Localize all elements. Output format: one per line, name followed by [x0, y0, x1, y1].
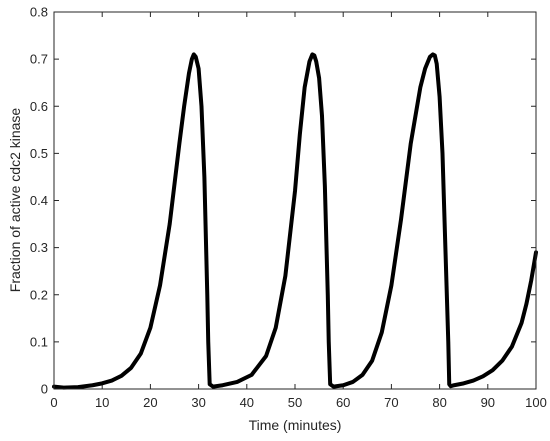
y-tick-label: 0.3 — [30, 240, 48, 255]
y-tick-label: 0.1 — [30, 334, 48, 349]
x-tick-label: 60 — [336, 395, 350, 410]
y-axis-label: Fraction of active cdc2 kinase — [7, 108, 23, 293]
y-tick-label: 0.5 — [30, 146, 48, 161]
x-tick-label: 90 — [481, 395, 495, 410]
series-group — [52, 52, 538, 390]
x-axis-label: Time (minutes) — [249, 417, 342, 433]
y-tick-label: 0.4 — [30, 193, 48, 208]
series-line — [52, 52, 538, 390]
x-tick-label: 80 — [432, 395, 446, 410]
x-tick-label: 30 — [191, 395, 205, 410]
x-tick-label: 20 — [143, 395, 157, 410]
y-tick-label: 0.7 — [30, 52, 48, 67]
x-tick-label: 100 — [525, 395, 547, 410]
x-tick-label: 10 — [95, 395, 109, 410]
y-tick-label: 0.8 — [30, 5, 48, 20]
x-axis-tick-labels: 0 10 20 30 40 50 60 70 80 90 100 — [50, 395, 546, 410]
y-tick-label: 0.2 — [30, 287, 48, 302]
y-tick-label: 0.6 — [30, 99, 48, 114]
x-tick-label: 50 — [288, 395, 302, 410]
y-tick-label: 0 — [41, 382, 48, 397]
y-axis-tick-labels: 0 0.1 0.2 0.3 0.4 0.5 0.6 0.7 0.8 — [30, 5, 48, 397]
plot-area-frame — [53, 11, 537, 390]
x-tick-label: 0 — [50, 395, 57, 410]
x-tick-label: 40 — [240, 395, 254, 410]
x-tick-label: 70 — [384, 395, 398, 410]
